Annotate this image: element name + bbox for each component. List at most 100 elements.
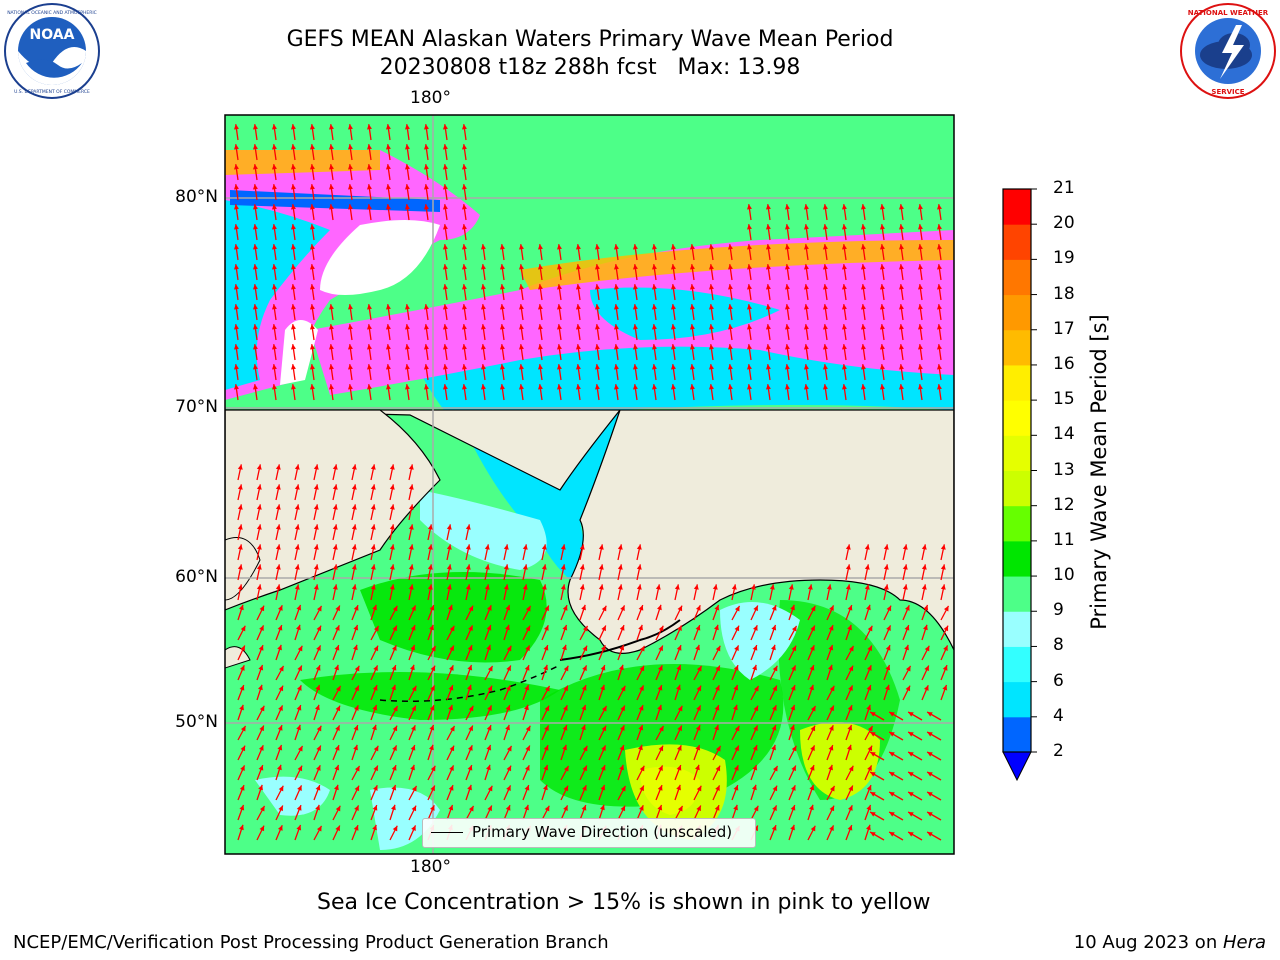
wave-arrowhead xyxy=(784,244,790,250)
wave-arrowhead xyxy=(810,725,816,732)
wave-arrowhead xyxy=(829,805,835,812)
wave-arrowhead xyxy=(506,765,512,772)
wave-arrowhead xyxy=(733,704,738,711)
wave-arrowhead xyxy=(315,765,321,771)
wave-arrowhead xyxy=(636,584,642,590)
wave-arrowhead xyxy=(696,705,701,711)
wave-arrowhead xyxy=(442,264,448,270)
wave-arrowhead xyxy=(898,224,904,230)
wave-arrowhead xyxy=(883,584,889,590)
wave-arrowhead xyxy=(696,805,701,812)
wave-arrowhead xyxy=(613,324,619,330)
wave-arrowhead xyxy=(366,124,372,130)
wave-arrowhead xyxy=(334,764,340,771)
wave-arrowhead xyxy=(524,804,529,811)
wave-arrowhead xyxy=(389,564,395,570)
wave-arrowhead xyxy=(765,264,771,270)
wave-arrowhead xyxy=(271,164,277,170)
wave-arrowhead xyxy=(294,564,300,570)
wave-arrowhead xyxy=(309,244,315,250)
wave-arrowhead xyxy=(562,624,568,631)
wave-arrowhead xyxy=(506,645,512,652)
wave-arrowhead xyxy=(845,564,851,570)
wave-arrowhead xyxy=(715,785,720,791)
colorbar-tick-label: 19 xyxy=(1053,248,1075,269)
colorbar-segment xyxy=(1003,576,1031,612)
wave-arrowhead xyxy=(484,564,490,570)
wave-arrowhead xyxy=(335,805,341,812)
wave-arrowhead xyxy=(841,364,847,370)
wave-arrowhead xyxy=(290,144,296,150)
wave-arrowhead xyxy=(410,764,415,771)
alaska-land xyxy=(225,409,954,654)
wave-arrowhead xyxy=(619,644,625,651)
wave-arrowhead xyxy=(404,344,410,350)
wave-arrowhead xyxy=(563,685,568,692)
wave-arrowhead xyxy=(927,812,933,817)
wave-arrowhead xyxy=(486,644,491,651)
wave-arrowhead xyxy=(290,284,296,290)
wave-arrowhead xyxy=(765,364,771,370)
wave-arrowhead xyxy=(278,705,283,711)
wave-arrowhead xyxy=(598,544,604,550)
wave-arrowhead xyxy=(733,665,739,671)
wave-arrowhead xyxy=(233,324,239,330)
wave-arrowhead xyxy=(866,824,871,831)
wave-arrowhead xyxy=(847,705,853,711)
lat-label-50: 50°N xyxy=(175,712,218,732)
wave-arrowhead xyxy=(657,685,663,691)
wave-arrowhead xyxy=(309,184,315,190)
wave-arrowhead xyxy=(275,484,281,490)
colorbar-tick-label: 13 xyxy=(1053,459,1075,480)
wave-arrowhead xyxy=(275,564,281,570)
wave-arrowhead xyxy=(927,832,933,837)
wave-arrowhead xyxy=(351,484,357,490)
svg-text:U.S. DEPARTMENT OF COMMERCE: U.S. DEPARTMENT OF COMMERCE xyxy=(14,89,90,95)
wave-arrowhead xyxy=(541,544,547,550)
wave-arrowhead xyxy=(370,584,376,590)
wave-arrowhead xyxy=(373,665,378,671)
wave-arrowhead xyxy=(429,624,434,631)
wave-arrowhead xyxy=(449,645,454,652)
wave-arrowhead xyxy=(328,384,334,390)
wave-arrowhead xyxy=(408,484,414,490)
wave-arrowhead xyxy=(237,524,243,530)
wave-arrowhead xyxy=(271,184,277,190)
wave-arrowhead xyxy=(404,384,410,390)
wave-arrowhead xyxy=(309,304,315,310)
wave-arrowhead xyxy=(506,745,512,752)
wave-arrowhead xyxy=(620,805,626,812)
wave-arrowhead xyxy=(924,665,929,672)
wave-arrowhead xyxy=(252,304,258,310)
wave-arrowhead xyxy=(828,644,834,651)
wave-arrowhead xyxy=(370,484,376,490)
wave-arrowhead xyxy=(898,204,904,210)
wave-arrowhead xyxy=(598,564,604,570)
wave-arrowhead xyxy=(790,685,796,691)
wave-arrowhead xyxy=(487,805,492,812)
wave-arrowhead xyxy=(917,284,923,290)
wave-arrowhead xyxy=(822,344,828,350)
wave-arrowhead xyxy=(791,745,797,752)
wave-arrowhead xyxy=(370,564,376,570)
wave-arrowhead xyxy=(860,344,866,350)
wave-arrowhead xyxy=(879,304,885,310)
wave-arrowhead xyxy=(518,344,524,350)
wave-arrowhead xyxy=(372,805,378,811)
wave-arrowhead xyxy=(670,304,676,310)
wave-arrowhead xyxy=(505,805,511,811)
wave-arrowhead xyxy=(237,584,243,590)
wave-arrowhead xyxy=(632,364,638,370)
wave-arrowhead xyxy=(620,685,626,692)
wave-arrowhead xyxy=(385,124,391,130)
colorbar-segment xyxy=(1003,329,1031,366)
wave-arrowhead xyxy=(465,564,471,570)
wave-arrowhead xyxy=(328,124,334,130)
wave-arrowhead xyxy=(923,624,928,631)
wave-arrowhead xyxy=(316,625,322,632)
wave-arrowhead xyxy=(522,584,528,590)
wave-arrowhead xyxy=(689,384,695,390)
wave-arrowhead xyxy=(544,705,550,712)
wave-arrowhead xyxy=(408,544,414,550)
wave-arrowhead xyxy=(746,364,752,370)
